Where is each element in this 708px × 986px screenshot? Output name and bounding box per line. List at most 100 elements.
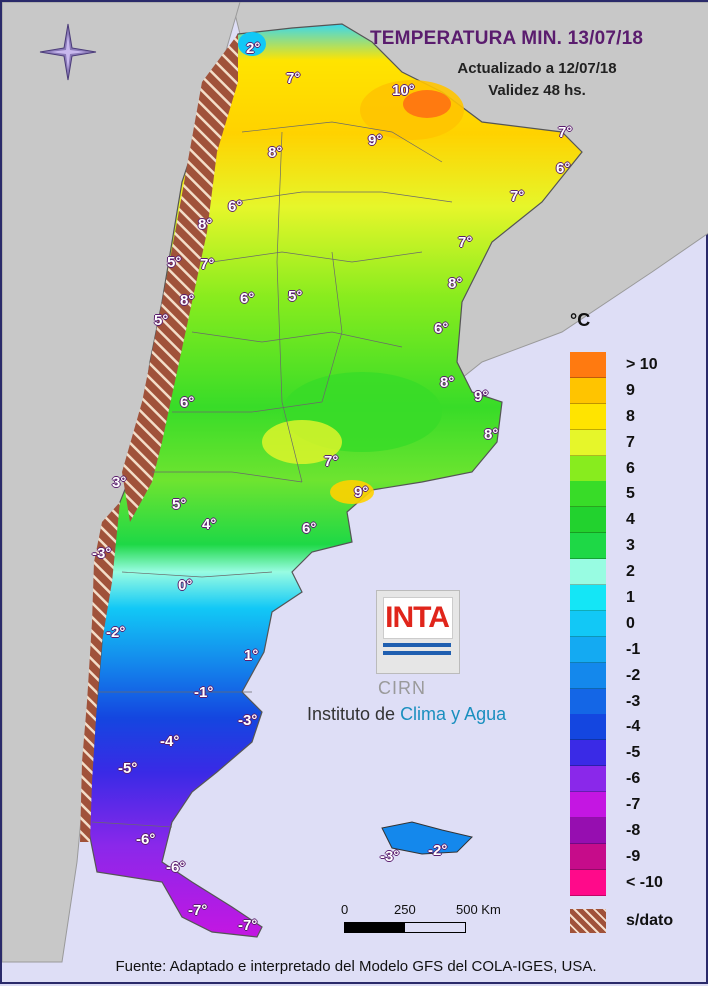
legend-swatch [570, 662, 606, 689]
legend-swatch [570, 507, 606, 534]
nodata-label: s/dato [626, 912, 674, 929]
legend-swatch [570, 636, 606, 663]
legend-row: 6 [570, 455, 708, 482]
inta-logo-text: INTA [385, 601, 450, 634]
legend-label: 4 [626, 511, 635, 529]
temperature-label: -4° [160, 733, 180, 750]
temperature-label: 5° [172, 496, 187, 513]
temperature-label: 8° [448, 275, 463, 292]
legend-row: -8 [570, 817, 708, 844]
legend-swatch [570, 429, 606, 456]
legend-swatch [570, 714, 606, 741]
legend-row: 8 [570, 403, 708, 430]
temperature-label: 6° [228, 198, 243, 215]
temperature-label: 4° [202, 516, 217, 533]
temperature-label: 10° [392, 82, 415, 99]
legend-label: 7 [626, 433, 635, 451]
temperature-label: 5° [154, 312, 169, 329]
temperature-label: 9° [354, 484, 369, 501]
temperature-label: 6° [240, 290, 255, 307]
temperature-label: 7° [324, 453, 339, 470]
legend-swatch [570, 688, 606, 715]
temperature-label: -6° [136, 831, 156, 848]
temperature-label: -2° [106, 624, 126, 641]
update-date: Actualizado a 12/07/18 [457, 60, 617, 77]
color-legend: > 10 9 8 7 6 5 4 3 2 1 0 -1 -2 -3 -4 -5 -6 -7 -8 -9 < -10 [570, 351, 708, 896]
legend-row: -5 [570, 740, 708, 767]
temperature-label: 8° [484, 426, 499, 443]
legend-swatch [570, 610, 606, 637]
legend-label: 8 [626, 407, 635, 425]
temperature-label: 1° [244, 647, 259, 664]
temperature-label: 7° [458, 234, 473, 251]
temperature-label: 8° [440, 374, 455, 391]
legend-label: -6 [626, 770, 641, 788]
temperature-label: 9° [368, 132, 383, 149]
legend-row: 5 [570, 481, 708, 508]
temperature-label: -5° [118, 760, 138, 777]
compass-rose-icon [38, 22, 98, 82]
temperature-label: -7° [238, 917, 258, 934]
legend-swatch [570, 377, 606, 404]
temperature-label: -7° [188, 902, 208, 919]
legend-label: -7 [626, 796, 641, 814]
legend-label: > 10 [626, 355, 658, 373]
legend-label: 9 [626, 381, 635, 399]
legend-row: -3 [570, 688, 708, 715]
legend-row: 1 [570, 584, 708, 611]
legend-label: -9 [626, 847, 641, 865]
legend-row: 3 [570, 533, 708, 560]
temperature-label: 5° [167, 254, 182, 271]
legend-label: -4 [626, 718, 641, 736]
legend-swatch [570, 817, 606, 844]
legend-swatch [570, 533, 606, 560]
legend-swatch [570, 843, 606, 870]
temperature-label: 8° [198, 216, 213, 233]
legend-row: -1 [570, 636, 708, 663]
legend-swatch [570, 740, 606, 767]
temperature-label: 6° [434, 320, 449, 337]
legend-label: 5 [626, 485, 635, 503]
legend-swatch [570, 584, 606, 611]
scale-tick: 250 [394, 902, 416, 917]
legend-row: 4 [570, 507, 708, 534]
legend-label: 2 [626, 563, 635, 581]
temperature-label: 6° [556, 160, 571, 177]
legend-unit: °C [570, 310, 591, 330]
cirn-logo-text: CIRN [378, 678, 426, 698]
map-title: TEMPERATURA MIN. 13/07/18 [370, 28, 644, 49]
scale-tick: 500 Km [456, 902, 501, 917]
legend-label: -1 [626, 640, 641, 658]
legend-row: < -10 [570, 869, 708, 896]
inta-logo: INTA [376, 590, 460, 674]
temperature-label: 2° [246, 40, 261, 57]
temperature-label: 7° [558, 124, 573, 141]
legend-swatch [570, 403, 606, 430]
legend-label: -2 [626, 666, 641, 684]
legend-swatch [570, 481, 606, 508]
temperature-label: 6° [302, 520, 317, 537]
temperature-label: 7° [286, 70, 301, 87]
temperature-label: 7° [200, 256, 215, 273]
legend-label: < -10 [626, 873, 663, 891]
legend-label: 1 [626, 588, 635, 606]
legend-swatch [570, 455, 606, 482]
legend-row: -2 [570, 662, 708, 689]
temperature-label: -3° [238, 712, 258, 729]
nodata-legend: s/dato [570, 909, 673, 933]
temperature-label: 9° [474, 388, 489, 405]
legend-label: -8 [626, 821, 641, 839]
source-footer: Fuente: Adaptado e interpretado del Mode… [115, 958, 597, 975]
temperature-label: -3° [92, 545, 112, 562]
legend-row: > 10 [570, 351, 708, 378]
temperature-label: 6° [180, 394, 195, 411]
legend-row: 9 [570, 377, 708, 404]
legend-label: 6 [626, 459, 635, 477]
legend-label: 0 [626, 614, 635, 632]
legend-row: -4 [570, 714, 708, 741]
nodata-swatch [570, 909, 606, 933]
legend-row: 2 [570, 559, 708, 586]
validity-text: Validez 48 hs. [488, 82, 586, 99]
